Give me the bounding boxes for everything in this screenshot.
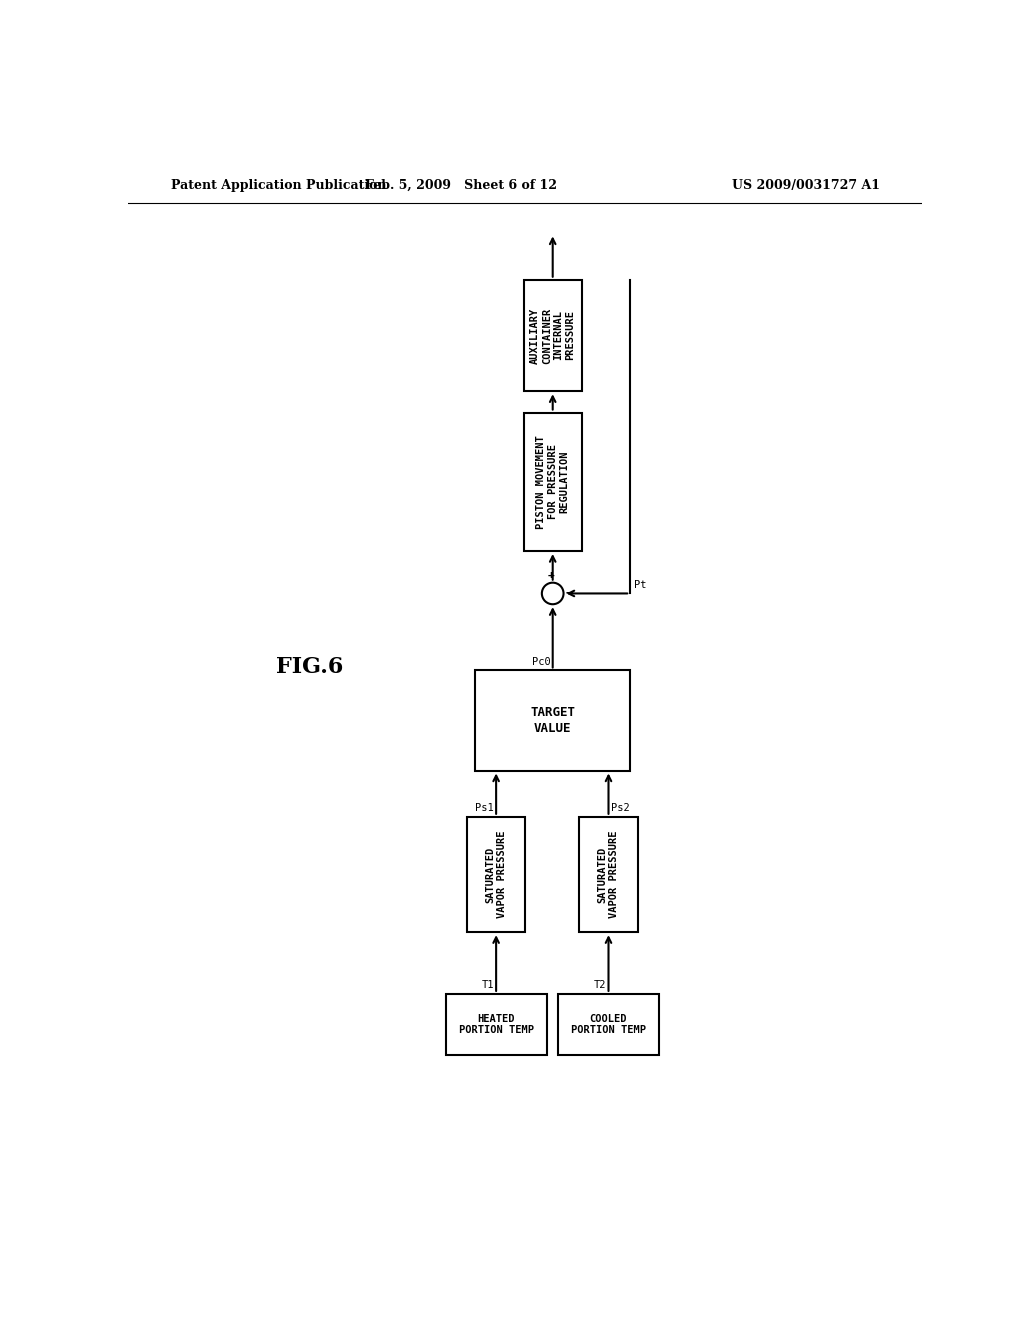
Text: US 2009/0031727 A1: US 2009/0031727 A1 [732,178,880,191]
Bar [475,671,630,771]
Text: SATURATED
VAPOR PRESSURE: SATURATED VAPOR PRESSURE [598,830,620,919]
Text: PISTON MOVEMENT
FOR PRESSURE
REGULATION: PISTON MOVEMENT FOR PRESSURE REGULATION [537,434,569,529]
Text: Pc0: Pc0 [531,656,550,667]
Text: Feb. 5, 2009   Sheet 6 of 12: Feb. 5, 2009 Sheet 6 of 12 [366,178,557,191]
Text: +: + [548,570,555,581]
Text: TARGET
VALUE: TARGET VALUE [530,706,575,734]
Text: SATURATED
VAPOR PRESSURE: SATURATED VAPOR PRESSURE [485,830,507,919]
Text: Ps2: Ps2 [611,803,630,813]
Circle shape [542,582,563,605]
Bar [558,994,658,1056]
Text: −: − [565,587,572,601]
Text: T2: T2 [594,979,606,990]
Text: Patent Application Publication: Patent Application Publication [171,178,386,191]
Bar [523,413,582,552]
Bar [523,280,582,391]
Text: FIG.6: FIG.6 [276,656,344,677]
Text: Pt: Pt [634,579,646,590]
Text: T1: T1 [481,979,494,990]
Text: AUXILIARY
CONTAINER
INTERNAL
PRESSURE: AUXILIARY CONTAINER INTERNAL PRESSURE [530,308,575,363]
Text: COOLED
PORTION TEMP: COOLED PORTION TEMP [571,1014,646,1035]
Bar [580,817,638,932]
Text: HEATED
PORTION TEMP: HEATED PORTION TEMP [459,1014,534,1035]
Bar [467,817,525,932]
Text: Ps1: Ps1 [475,803,494,813]
Bar [445,994,547,1056]
